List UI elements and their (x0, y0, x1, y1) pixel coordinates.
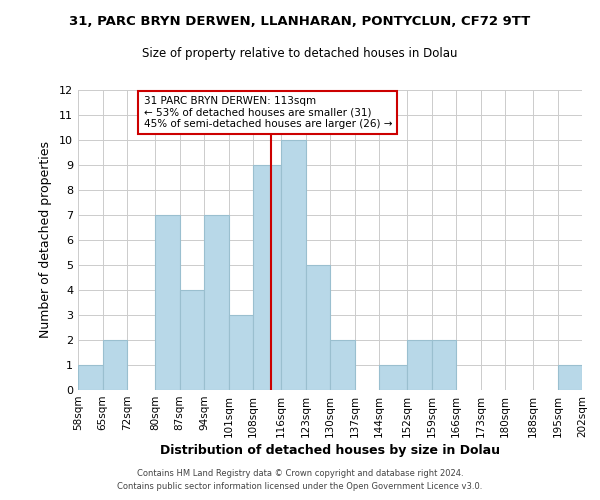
Bar (155, 215, 179, 390)
Bar (103, 340, 127, 390)
Text: Contains public sector information licensed under the Open Government Licence v3: Contains public sector information licen… (118, 482, 482, 491)
Bar (229, 315, 253, 390)
Y-axis label: Number of detached properties: Number of detached properties (39, 142, 52, 338)
Bar (379, 365, 407, 390)
Bar (253, 165, 281, 390)
Bar (330, 340, 355, 390)
X-axis label: Distribution of detached houses by size in Dolau: Distribution of detached houses by size … (160, 444, 500, 457)
Bar (179, 290, 204, 390)
Bar (204, 215, 229, 390)
Bar (281, 140, 305, 390)
Bar (557, 365, 582, 390)
Bar (431, 340, 456, 390)
Text: Size of property relative to detached houses in Dolau: Size of property relative to detached ho… (142, 48, 458, 60)
Bar (305, 265, 330, 390)
Text: 31 PARC BRYN DERWEN: 113sqm
← 53% of detached houses are smaller (31)
45% of sem: 31 PARC BRYN DERWEN: 113sqm ← 53% of det… (143, 96, 392, 129)
Bar (78, 365, 103, 390)
Text: 31, PARC BRYN DERWEN, LLANHARAN, PONTYCLUN, CF72 9TT: 31, PARC BRYN DERWEN, LLANHARAN, PONTYCL… (70, 15, 530, 28)
Bar (407, 340, 431, 390)
Text: Contains HM Land Registry data © Crown copyright and database right 2024.: Contains HM Land Registry data © Crown c… (137, 468, 463, 477)
